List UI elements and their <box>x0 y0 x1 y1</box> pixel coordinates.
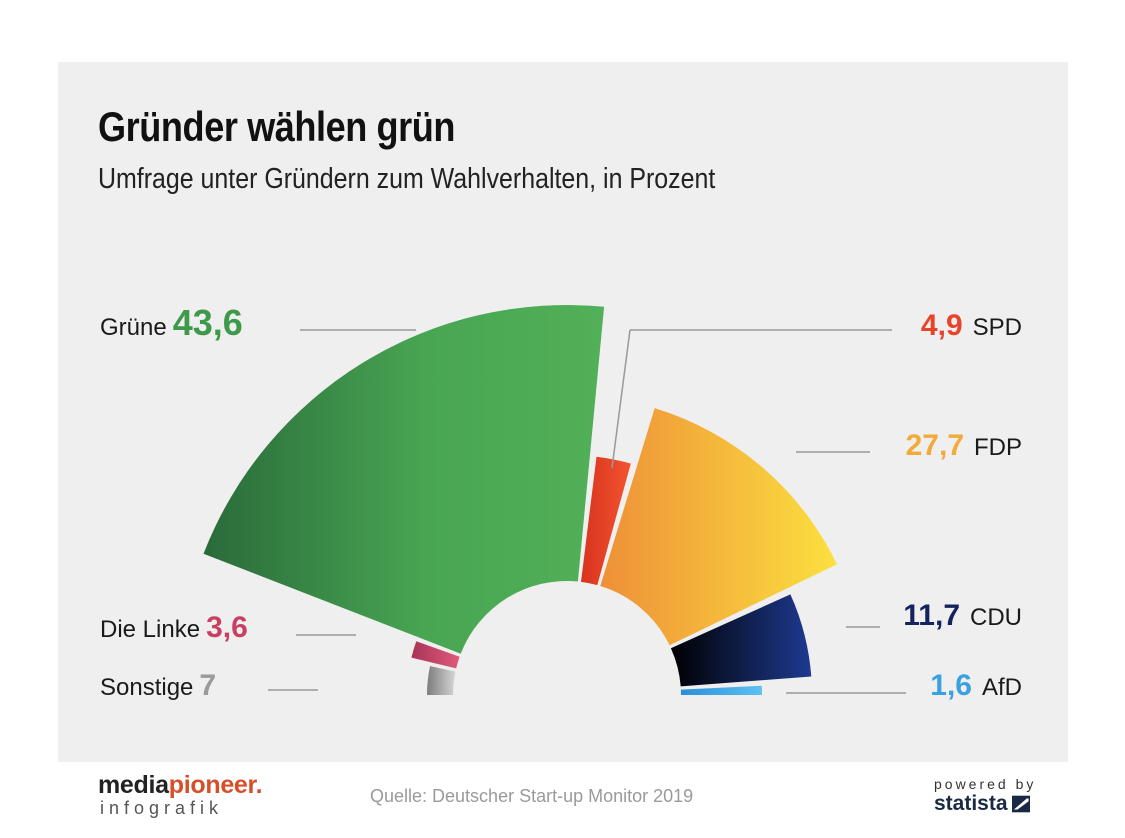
statista-logo: powered by statista <box>934 776 1037 816</box>
party-value-cdu: 11,7 <box>903 599 960 632</box>
party-value-spd: 4,9 <box>921 309 963 342</box>
slice-grüne <box>203 305 605 654</box>
logo-dot: . <box>255 771 263 799</box>
label-spd: 4,9 SPD <box>921 309 1022 342</box>
label-grüne: Grüne 43,6 <box>100 302 243 343</box>
party-name-afd: AfD <box>982 674 1022 701</box>
label-afd: 1,6 AfD <box>930 669 1022 702</box>
chart-subtitle: Umfrage unter Gründern zum Wahlverhalten… <box>98 163 716 195</box>
party-name-sonstige: Sonstige <box>100 674 193 701</box>
statista-logo-icon <box>1011 795 1030 813</box>
label-die-linke: Die Linke 3,6 <box>100 611 248 644</box>
party-name-cdu: CDU <box>970 604 1022 631</box>
slice-die-linke <box>411 641 460 669</box>
logo-part-pioneer: pioneer <box>168 771 256 799</box>
label-cdu: 11,7 CDU <box>903 599 1022 632</box>
slice-fdp <box>600 408 837 646</box>
slice-afd <box>680 685 763 695</box>
mediapioneer-logo: mediapioneer. infografik <box>98 771 263 818</box>
label-sonstige: Sonstige 7 <box>100 669 216 702</box>
logo-subtitle: infografik <box>100 798 224 818</box>
party-name-die-linke: Die Linke <box>100 616 200 643</box>
party-name-spd: SPD <box>973 314 1022 341</box>
slice-sonstige <box>426 666 456 695</box>
slice-cdu <box>670 594 812 687</box>
powered-by-label: powered by <box>934 776 1037 792</box>
source-note: Quelle: Deutscher Start-up Monitor 2019 <box>370 786 694 806</box>
statista-wordmark: statista <box>934 792 1008 815</box>
label-fdp: 27,7 FDP <box>906 429 1022 462</box>
party-name-fdp: FDP <box>974 434 1022 461</box>
leader-line-spd-segment <box>611 329 631 469</box>
party-name-grüne: Grüne <box>100 314 167 341</box>
party-value-fdp: 27,7 <box>906 429 964 462</box>
logo-part-media: media <box>98 771 169 799</box>
party-value-sonstige: 7 <box>199 669 216 702</box>
party-value-die-linke: 3,6 <box>206 611 248 644</box>
slice-spd <box>581 456 631 586</box>
party-value-grüne: 43,6 <box>173 302 243 343</box>
party-value-afd: 1,6 <box>930 669 972 702</box>
chart-title: Gründer wählen grün <box>98 103 456 150</box>
